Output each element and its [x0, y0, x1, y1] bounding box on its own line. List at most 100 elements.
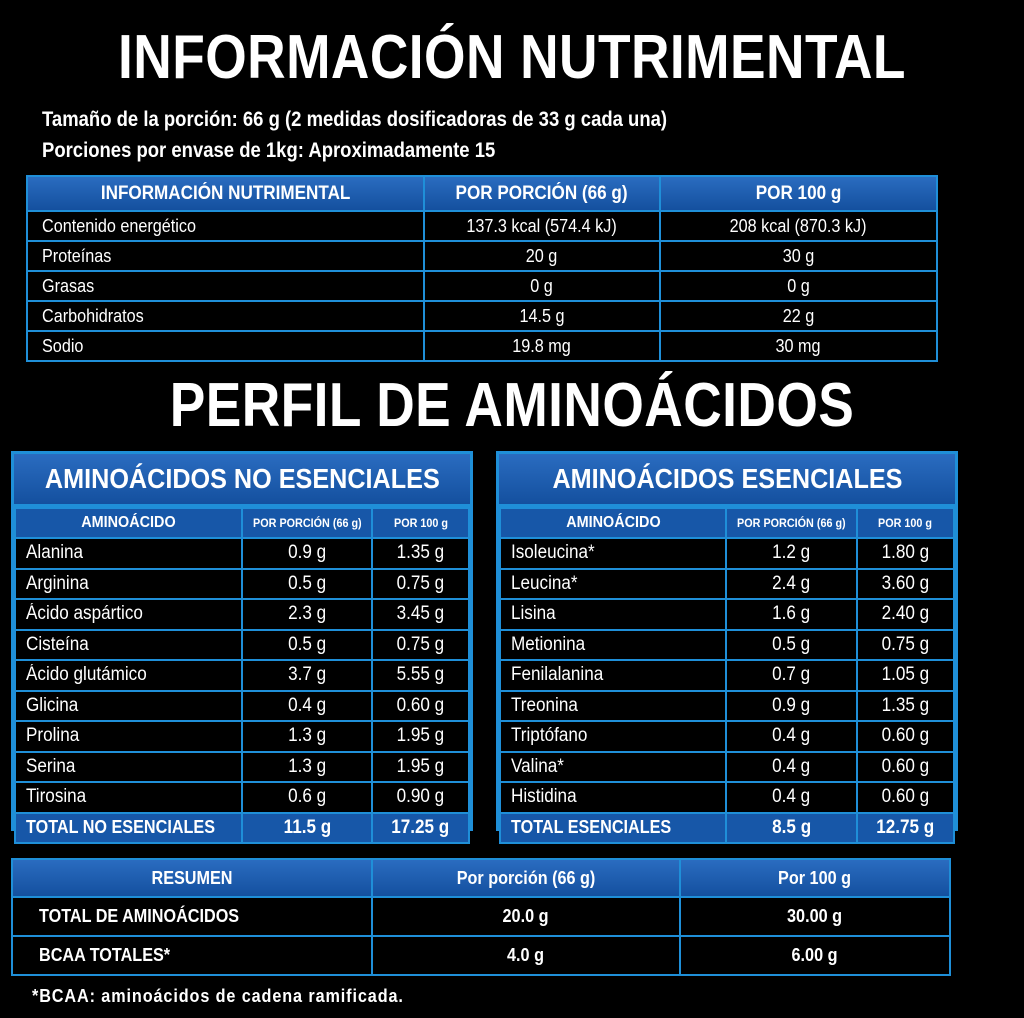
- essential-row-per-100g: 1.80 g: [855, 537, 956, 570]
- summary-table: RESUMEN Por porción (66 g) Por 100 g TOT…: [11, 858, 951, 976]
- non-essential-row: Arginina 0.5 g 0.75 g: [14, 567, 470, 600]
- non-essential-amino-panel: AMINOÁCIDOS NO ESENCIALES AMINOÁCIDO POR…: [11, 451, 473, 844]
- non-essential-row-label: Arginina: [14, 567, 243, 600]
- essential-total-row: TOTAL ESENCIALES 8.5 g 12.75 g: [498, 811, 956, 844]
- non-essential-row-label: Tirosina: [14, 781, 243, 814]
- essential-row-label: Fenilalanina: [498, 659, 728, 692]
- nutrition-row-per-100g: 22 g: [658, 300, 939, 332]
- non-essential-header-per-serving: POR PORCIÓN (66 g): [240, 507, 374, 539]
- non-essential-header-row: AMINOÁCIDO POR PORCIÓN (66 g) POR 100 g: [14, 507, 470, 539]
- non-essential-row-label: Serina: [14, 750, 243, 783]
- summary-row-label: TOTAL DE AMINOÁCIDOS: [11, 896, 373, 937]
- non-essential-row-label: Ácido aspártico: [14, 598, 243, 631]
- non-essential-row-per-serving: 1.3 g: [240, 750, 374, 783]
- nutrition-row-label: Sodio: [25, 330, 426, 362]
- nutrition-header-per-100g: POR 100 g: [658, 175, 939, 212]
- essential-row-label: Histidina: [498, 781, 728, 814]
- nutrition-table: INFORMACIÓN NUTRIMENTAL POR PORCIÓN (66 …: [25, 175, 939, 362]
- non-essential-row-per-100g: 0.60 g: [371, 689, 470, 722]
- non-essential-row: Ácido glutámico 3.7 g 5.55 g: [14, 659, 470, 692]
- nutrition-row-per-serving: 19.8 mg: [423, 330, 661, 362]
- essential-row-label: Metionina: [498, 628, 728, 661]
- nutrition-row: Sodio 19.8 mg 30 mg: [25, 330, 939, 362]
- essential-row-label: Valina*: [498, 750, 728, 783]
- bcaa-footnote: *BCAA: aminoácidos de cadena ramificada.: [32, 986, 404, 1006]
- non-essential-row: Alanina 0.9 g 1.35 g: [14, 537, 470, 570]
- essential-row: Valina* 0.4 g 0.60 g: [498, 750, 956, 783]
- essential-row: Triptófano 0.4 g 0.60 g: [498, 720, 956, 753]
- nutrition-row-per-100g: 208 kcal (870.3 kJ): [658, 210, 939, 242]
- nutrition-row: Contenido energético 137.3 kcal (574.4 kJ…: [25, 210, 939, 242]
- essential-row-per-serving: 0.4 g: [725, 781, 858, 814]
- essential-row: Metionina 0.5 g 0.75 g: [498, 628, 956, 661]
- essential-row-per-serving: 0.9 g: [725, 689, 858, 722]
- nutrition-header-nutrient: INFORMACIÓN NUTRIMENTAL: [25, 175, 426, 212]
- summary-header-label: RESUMEN: [11, 858, 373, 898]
- essential-header-amino: AMINOÁCIDO: [498, 507, 728, 539]
- non-essential-row-per-100g: 1.35 g: [371, 537, 470, 570]
- essential-row-per-100g: 1.05 g: [855, 659, 956, 692]
- essential-header-per-serving: POR PORCIÓN (66 g): [725, 507, 858, 539]
- summary-header-row: RESUMEN Por porción (66 g) Por 100 g: [11, 858, 951, 898]
- essential-row-per-serving: 1.6 g: [725, 598, 858, 631]
- nutrition-title: INFORMACIÓN NUTRIMENTAL: [118, 23, 906, 92]
- summary-row: TOTAL DE AMINOÁCIDOS 20.0 g 30.00 g: [11, 896, 951, 937]
- nutrition-row-label: Proteínas: [25, 240, 426, 272]
- non-essential-row: Cisteína 0.5 g 0.75 g: [14, 628, 470, 661]
- non-essential-row-label: Glicina: [14, 689, 243, 722]
- essential-row-per-100g: 1.35 g: [855, 689, 956, 722]
- essential-amino-panel: AMINOÁCIDOS ESENCIALES AMINOÁCIDO POR PO…: [496, 451, 958, 844]
- nutrition-row-per-serving: 0 g: [423, 270, 661, 302]
- summary-row-per-100g: 6.00 g: [679, 935, 951, 976]
- non-essential-row-label: Cisteína: [14, 628, 243, 661]
- non-essential-row-per-serving: 0.5 g: [240, 628, 374, 661]
- non-essential-total-row: TOTAL NO ESENCIALES 11.5 g 17.25 g: [14, 811, 470, 844]
- essential-row-per-100g: 3.60 g: [855, 567, 956, 600]
- non-essential-row: Glicina 0.4 g 0.60 g: [14, 689, 470, 722]
- essential-total-row-per-serving: 8.5 g: [725, 811, 858, 844]
- non-essential-row-per-100g: 3.45 g: [371, 598, 470, 631]
- summary-header-per-100g: Por 100 g: [679, 858, 951, 898]
- non-essential-total-row-per-100g: 17.25 g: [371, 811, 470, 844]
- non-essential-row-per-100g: 0.75 g: [371, 567, 470, 600]
- essential-row-per-serving: 0.5 g: [725, 628, 858, 661]
- essential-panel-title: AMINOÁCIDOS ESENCIALES: [499, 454, 955, 507]
- nutrition-row: Proteínas 20 g 30 g: [25, 240, 939, 272]
- essential-row-per-serving: 1.2 g: [725, 537, 858, 570]
- essential-header-row: AMINOÁCIDO POR PORCIÓN (66 g) POR 100 g: [498, 507, 956, 539]
- non-essential-row-per-100g: 1.95 g: [371, 720, 470, 753]
- non-essential-header-per-100g: POR 100 g: [371, 507, 470, 539]
- amino-profile-title: PERFIL DE AMINOÁCIDOS: [169, 371, 855, 440]
- nutrition-row-per-serving: 137.3 kcal (574.4 kJ): [423, 210, 661, 242]
- non-essential-row-per-serving: 0.6 g: [240, 781, 374, 814]
- non-essential-row-per-100g: 1.95 g: [371, 750, 470, 783]
- non-essential-row-per-100g: 0.75 g: [371, 628, 470, 661]
- nutrition-row-per-serving: 14.5 g: [423, 300, 661, 332]
- non-essential-row: Tirosina 0.6 g 0.90 g: [14, 781, 470, 814]
- non-essential-row-per-serving: 0.5 g: [240, 567, 374, 600]
- essential-row-per-100g: 2.40 g: [855, 598, 956, 631]
- non-essential-total-row-label: TOTAL NO ESENCIALES: [14, 811, 243, 844]
- nutrition-row-label: Carbohidratos: [25, 300, 426, 332]
- essential-row-per-serving: 2.4 g: [725, 567, 858, 600]
- essential-row-per-100g: 0.60 g: [855, 750, 956, 783]
- nutrition-row-per-serving: 20 g: [423, 240, 661, 272]
- non-essential-row-per-serving: 3.7 g: [240, 659, 374, 692]
- summary-row-per-serving: 20.0 g: [371, 896, 681, 937]
- non-essential-row-label: Prolina: [14, 720, 243, 753]
- non-essential-header-amino: AMINOÁCIDO: [14, 507, 243, 539]
- non-essential-panel-title: AMINOÁCIDOS NO ESENCIALES: [14, 454, 470, 507]
- essential-total-row-label: TOTAL ESENCIALES: [498, 811, 728, 844]
- essential-amino-table: AMINOÁCIDO POR PORCIÓN (66 g) POR 100 g …: [498, 507, 956, 844]
- essential-row-label: Leucina*: [498, 567, 728, 600]
- summary-header-per-serving: Por porción (66 g): [371, 858, 681, 898]
- summary-row-per-100g: 30.00 g: [679, 896, 951, 937]
- essential-row-label: Triptófano: [498, 720, 728, 753]
- essential-row-label: Lisina: [498, 598, 728, 631]
- nutrition-row-label: Grasas: [25, 270, 426, 302]
- non-essential-row-label: Ácido glutámico: [14, 659, 243, 692]
- non-essential-row: Serina 1.3 g 1.95 g: [14, 750, 470, 783]
- essential-header-per-100g: POR 100 g: [855, 507, 956, 539]
- non-essential-row-label: Alanina: [14, 537, 243, 570]
- nutrition-header-row: INFORMACIÓN NUTRIMENTAL POR PORCIÓN (66 …: [25, 175, 939, 212]
